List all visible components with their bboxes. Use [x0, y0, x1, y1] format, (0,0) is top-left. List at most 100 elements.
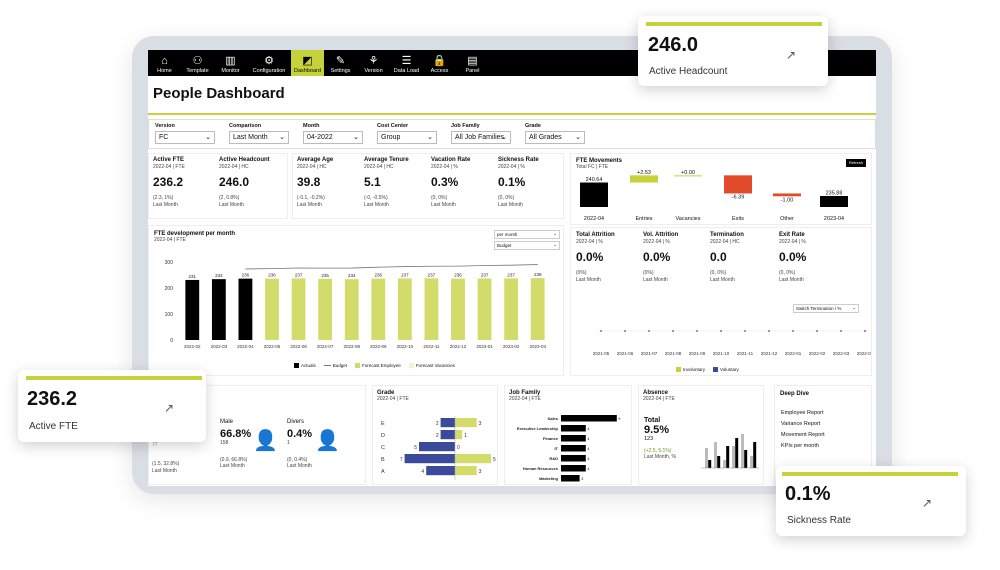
job-family-label: R&D [549, 456, 558, 461]
job-family-value: 3 [581, 476, 584, 481]
attrition-point [720, 330, 722, 332]
filter-cost-center: Cost Center Group ⌄ [377, 123, 437, 144]
kpi-sickness-rate[interactable]: Sickness Rate 2022-04 | % 0.1% (0, 0%) L… [498, 157, 562, 208]
nav-access[interactable]: 🔒 Access [423, 50, 456, 76]
kpi-period: Last Month [297, 202, 322, 208]
grade-select[interactable]: All Grades ⌄ [525, 131, 585, 144]
trend-icon[interactable]: ↗ [922, 496, 933, 510]
float-label: Sickness Rate [787, 515, 851, 526]
section-title: FTE Movements [576, 158, 623, 164]
grade-bar-right [455, 430, 463, 440]
attrition-month-label: 2021-07 [641, 351, 658, 356]
bar-value-label: 237 [428, 272, 436, 277]
nav-configuration[interactable]: ⚙ Configuration [247, 50, 291, 76]
kpi-delta: (-0, -0.5%) [364, 195, 388, 201]
version-select[interactable]: FC ⌄ [155, 131, 215, 144]
kpi-title: Average Age [297, 157, 334, 163]
period-select[interactable]: per month ⌄ [494, 230, 560, 239]
absence-bar [726, 446, 730, 468]
bar-value-label: 235 [321, 273, 329, 278]
divers-delta: (0, 0.4%) [287, 457, 308, 463]
attrition-month-label: 2022-03 [833, 351, 850, 356]
x-tick-label: 2023-02 [503, 344, 520, 349]
legend-swatch [294, 363, 299, 369]
x-tick-label: 2022-09 [370, 344, 387, 349]
kpi-title: Vol. Attrition [643, 232, 679, 238]
switch-termination-select[interactable]: Switch Termination / % ⌄ [793, 304, 859, 313]
kpi-value: 0.1% [498, 175, 526, 189]
kpi-active-fte[interactable]: Active FTE 2022-04 | FTE 236.2 (2.3, 1%)… [153, 157, 217, 208]
kpi-sub: 2022-04 | HC [297, 164, 327, 170]
nav-data-load[interactable]: ☰ Data Load [390, 50, 423, 76]
kpi-delta: (0, 0%) [779, 270, 796, 276]
x-tick-label: 2023-01 [476, 344, 493, 349]
nav-dashboard[interactable]: ◩ Dashboard [291, 50, 324, 76]
bar-value-label: 234 [348, 273, 356, 278]
waterfall-category-label: 2023-04 [824, 216, 844, 222]
job-family-value: 4 [587, 456, 590, 461]
kpi-average-tenure[interactable]: Average Tenure 2022-04 | HC 5.1 (-0, -0.… [364, 157, 428, 208]
x-tick-label: 2022-05 [264, 344, 281, 349]
cost-center-select[interactable]: Group ⌄ [377, 131, 437, 144]
kpi-vol-attrition[interactable]: Vol. Attrition 2022-04 | % 0.0% (0%) Las… [643, 232, 707, 283]
male-delta: (0.9, 66.8%) [220, 457, 248, 463]
absence-period: Last Month, % [644, 454, 676, 460]
attrition-month-label: 2021-10 [713, 351, 730, 356]
job-family-label: Finance [543, 436, 559, 441]
x-tick-label: 2022-06 [290, 344, 307, 349]
nav-template[interactable]: ⚇ Template [181, 50, 214, 76]
float-value: 246.0 [648, 34, 699, 56]
filter-month: Month 04-2022 ⌄ [303, 123, 363, 144]
filter-label: Version [155, 123, 175, 129]
chevron-down-icon: ⌄ [553, 231, 557, 236]
float-label: Active FTE [29, 421, 78, 432]
nav-settings[interactable]: ✎ Settings [324, 50, 357, 76]
chevron-down-icon: ⌄ [501, 134, 507, 141]
grade-bar-left [426, 466, 455, 476]
section-sub: Total FC | FTE [576, 164, 609, 170]
kpi-average-age[interactable]: Average Age 2022-04 | HC 39.8 (-0.1, -0.… [297, 157, 361, 208]
trend-icon[interactable]: ↗ [164, 401, 175, 415]
template-icon: ⚇ [192, 55, 203, 67]
grade-left-value: 7 [400, 457, 403, 463]
legend-label: Voluntary [720, 367, 739, 372]
month-select[interactable]: 04-2022 ⌄ [303, 131, 363, 144]
waterfall-category-label: 2022-04 [584, 216, 604, 222]
kpi-value: 5.1 [364, 175, 381, 189]
trend-icon[interactable]: ↗ [786, 48, 797, 62]
kpi-vacation-rate[interactable]: Vacation Rate 2022-04 | % 0.3% (0, 0%) L… [431, 157, 495, 208]
kpi-active-headcount[interactable]: Active Headcount 2022-04 | HC 246.0 (2, … [219, 157, 283, 208]
link-employee-report[interactable]: Employee Report [781, 410, 824, 416]
refresh-button[interactable]: Refresh [846, 159, 866, 167]
x-tick-label: 2023-03 [529, 344, 546, 349]
job-family-bar [561, 435, 586, 442]
select-value: Budget [497, 243, 512, 248]
nav-label: Dashboard [294, 68, 321, 74]
nav-home[interactable]: ⌂ Home [148, 50, 181, 76]
float-value: 236.2 [27, 388, 78, 410]
link-kpis-per-month[interactable]: KPIs per month [781, 443, 819, 449]
version-icon: ⚘ [368, 55, 379, 67]
job-family-value: 9 [618, 416, 621, 421]
job-family-select[interactable]: All Job Families ⌄ [451, 131, 511, 144]
job-family-label: Executive Leadership [517, 426, 559, 431]
page-title: People Dashboard [153, 85, 285, 102]
nav-label: Version [364, 68, 383, 74]
compare-select[interactable]: Budget ⌄ [494, 241, 560, 250]
nav-label: Configuration [252, 68, 286, 74]
kpi-total-attrition[interactable]: Total Attrition 2022-04 | % 0.0% (0%) La… [576, 232, 640, 283]
nav-monitor[interactable]: ▥ Monitor [214, 50, 247, 76]
absence-bar [744, 450, 748, 468]
section-title: Absence [643, 390, 669, 396]
dashboard-icon: ◩ [302, 55, 313, 67]
home-icon: ⌂ [161, 55, 168, 67]
nav-version[interactable]: ⚘ Version [357, 50, 390, 76]
filter-label: Cost Center [377, 123, 409, 129]
nav-panel[interactable]: ▤ Panel [456, 50, 489, 76]
comparison-select[interactable]: Last Month ⌄ [229, 131, 289, 144]
kpi-termination[interactable]: Termination 2022-04 | HC 0.0 (0, 0%) Las… [710, 232, 774, 283]
kpi-exit-rate[interactable]: Exit Rate 2022-04 | % 0.0% (0, 0%) Last … [779, 232, 843, 283]
link-variance-report[interactable]: Variance Report [781, 421, 821, 427]
attrition-point [672, 330, 674, 332]
link-movement-report[interactable]: Movement Report [781, 432, 825, 438]
